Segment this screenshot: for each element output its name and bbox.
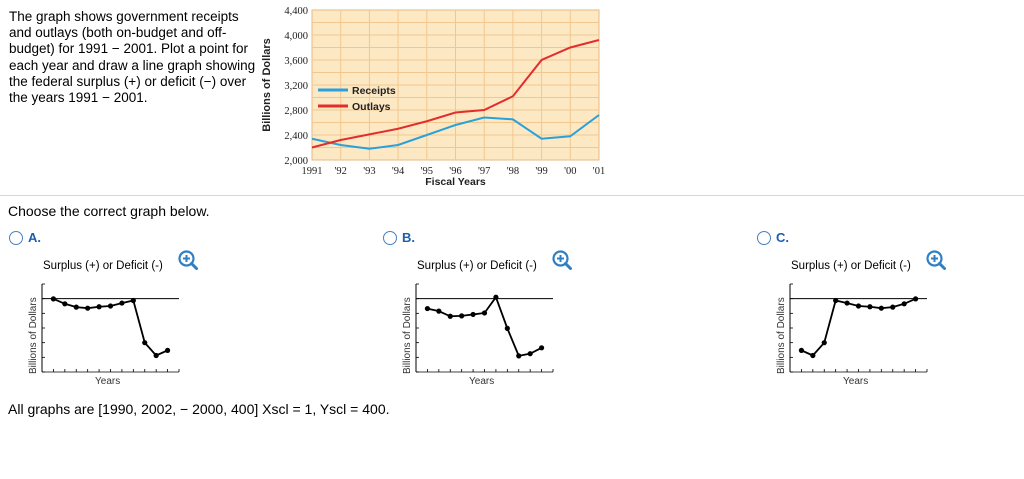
series-outlays-line	[311, 39, 600, 149]
data-point	[73, 304, 79, 310]
data-point	[504, 325, 510, 331]
option-a-label: A.	[28, 230, 41, 245]
data-point	[50, 296, 57, 302]
zoom-in-icon[interactable]	[552, 250, 572, 270]
data-point	[798, 347, 805, 353]
data-point	[867, 304, 873, 310]
x-tick-label: '99	[535, 166, 547, 177]
data-point	[130, 297, 136, 304]
data-point	[164, 347, 171, 353]
option-a-radio[interactable]: A.	[9, 230, 41, 245]
data-point	[810, 352, 816, 359]
data-point	[821, 340, 827, 346]
data-point	[912, 296, 919, 302]
x-tick-label: 1991	[302, 166, 323, 177]
option-b-title: Surplus (+) or Deficit (-)	[417, 260, 537, 272]
data-point	[459, 313, 465, 319]
legend-label: Receipts	[352, 85, 396, 97]
radio-circle[interactable]	[757, 230, 771, 245]
option-c-radio[interactable]: C.	[757, 230, 789, 245]
option-a-title: Surplus (+) or Deficit (-)	[43, 260, 163, 272]
option-c-label: C.	[776, 230, 789, 245]
series-receipts-line	[311, 114, 600, 150]
data-point	[62, 301, 68, 307]
y-tick-label: 2,800	[284, 106, 308, 117]
data-point	[85, 305, 91, 311]
data-point	[96, 304, 102, 310]
problem-text: The graph shows government receipts and …	[9, 9, 256, 106]
data-point	[142, 340, 148, 346]
data-point	[516, 353, 522, 359]
y-tick-label: 2,400	[284, 131, 308, 142]
y-tick-label: 4,000	[284, 31, 308, 42]
data-point	[855, 303, 862, 309]
legend-label: Outlays	[352, 101, 391, 113]
x-tick-label: '01	[593, 166, 605, 177]
deficit-line	[427, 295, 542, 357]
zoom-in-icon[interactable]	[926, 250, 946, 270]
data-point	[470, 311, 476, 318]
footer-note: All graphs are [1990, 2002, − 2000, 400]…	[8, 401, 390, 417]
data-point	[878, 305, 884, 311]
option-a-graph	[41, 283, 180, 373]
option-b-label: B.	[402, 230, 415, 245]
divider	[0, 195, 1024, 196]
data-point	[153, 352, 159, 359]
y-tick-label: 4,400	[284, 6, 308, 17]
option-b-graph	[415, 283, 554, 373]
option-c-xlabel: Years	[843, 376, 869, 387]
data-point	[844, 300, 850, 306]
x-tick-label: '98	[507, 166, 519, 177]
x-tick-label: '97	[478, 166, 490, 177]
x-tick-label: '96	[449, 166, 461, 177]
zoom-in-icon[interactable]	[178, 250, 198, 270]
data-point	[493, 294, 499, 300]
data-point	[901, 301, 907, 307]
data-point	[538, 345, 545, 351]
data-point	[890, 304, 896, 310]
x-tick-label: '93	[363, 166, 375, 177]
data-point	[424, 305, 431, 312]
data-point	[436, 308, 442, 314]
data-point	[833, 297, 839, 304]
data-point	[527, 351, 533, 357]
option-b-radio[interactable]: B.	[383, 230, 415, 245]
x-tick-label: '95	[421, 166, 433, 177]
x-tick-label: '94	[392, 166, 405, 177]
y-tick-label: 2,000	[284, 156, 308, 167]
receipts-outlays-chart: 2,000 2,400 2,800 3,200 3,600 4,000 4,400 1991 '…	[261, 6, 605, 188]
y-tick-label: 3,600	[284, 56, 308, 67]
data-point	[119, 300, 125, 306]
radio-circle[interactable]	[9, 230, 23, 245]
y-tick-label: 3,200	[284, 81, 308, 92]
y-axis-title: Billions of Dollars	[261, 38, 273, 132]
radio-circle[interactable]	[383, 230, 397, 245]
x-tick-label: '00	[564, 166, 576, 177]
data-point	[481, 310, 488, 316]
option-a-xlabel: Years	[95, 376, 121, 387]
x-tick-label: '92	[334, 166, 346, 177]
data-point	[107, 303, 114, 309]
option-c-title: Surplus (+) or Deficit (-)	[791, 260, 911, 272]
x-axis-title: Fiscal Years	[425, 176, 486, 188]
prompt-text: Choose the correct graph below.	[8, 203, 210, 219]
option-c-graph	[789, 283, 928, 373]
data-point	[447, 313, 453, 319]
option-b-xlabel: Years	[469, 376, 495, 387]
